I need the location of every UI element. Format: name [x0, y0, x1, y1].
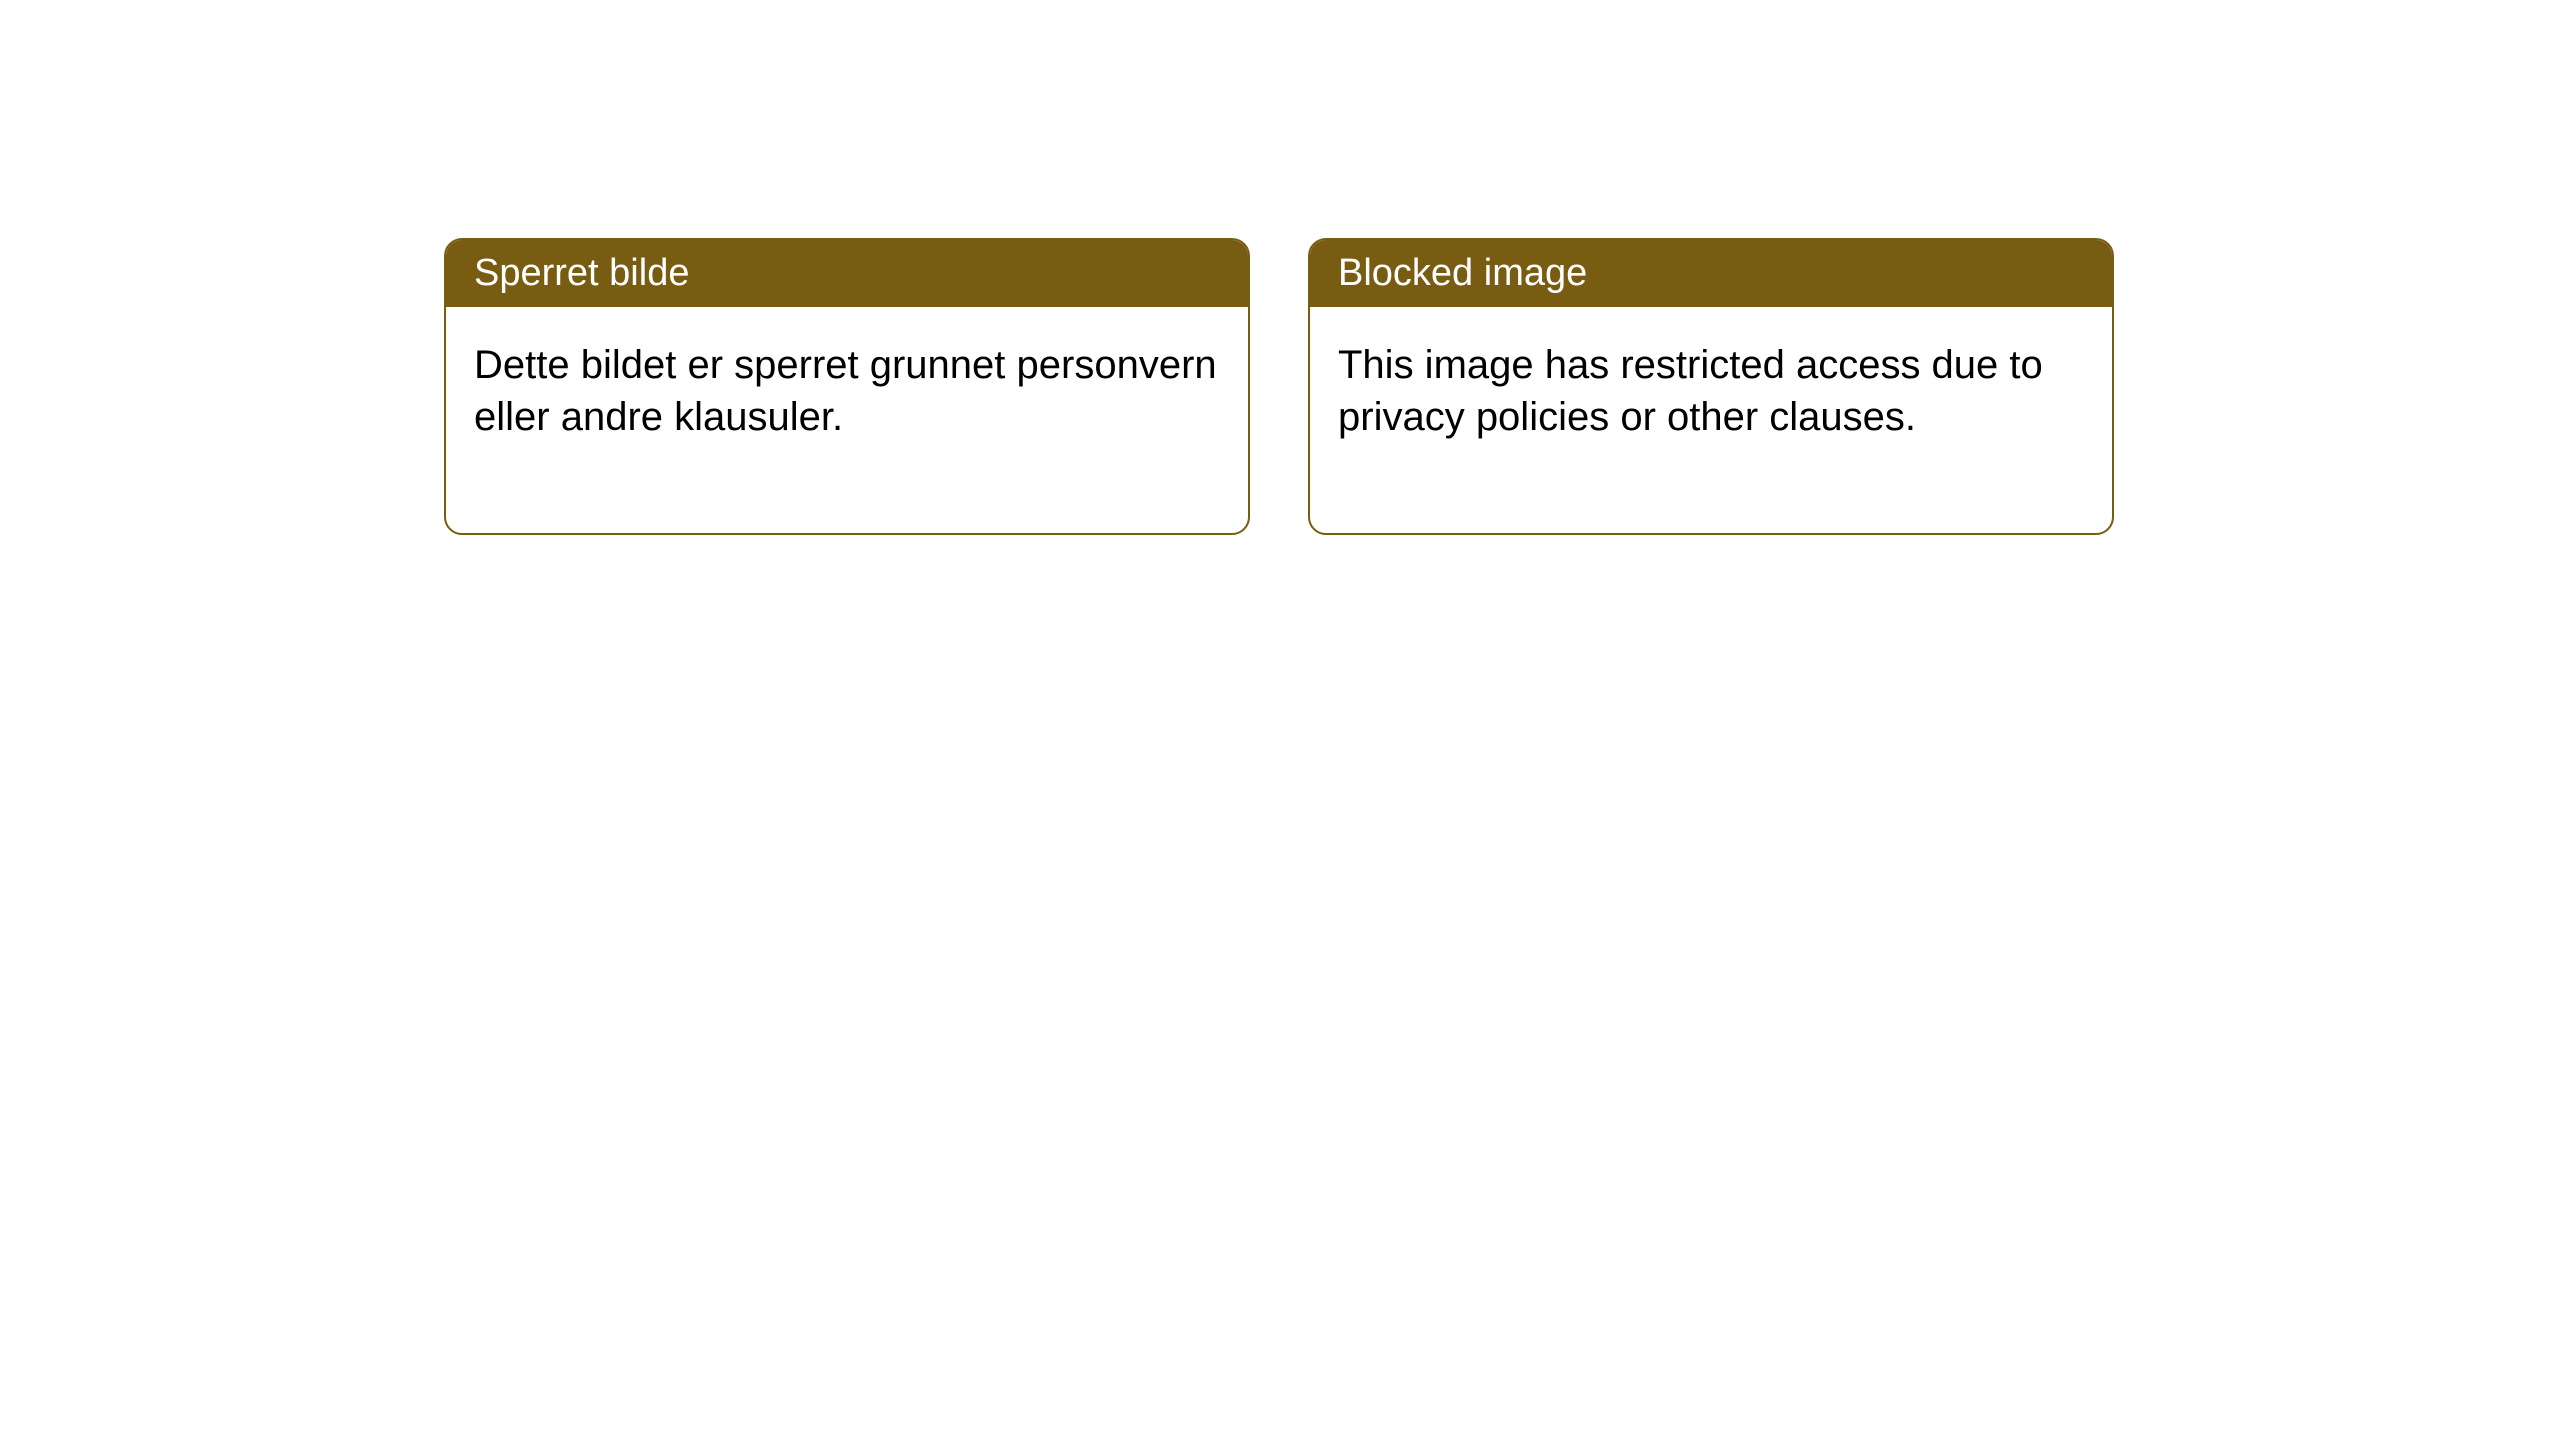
notice-body: This image has restricted access due to … [1310, 307, 2112, 533]
notice-body: Dette bildet er sperret grunnet personve… [446, 307, 1248, 533]
notice-container: Sperret bilde Dette bildet er sperret gr… [444, 238, 2114, 535]
notice-card-english: Blocked image This image has restricted … [1308, 238, 2114, 535]
notice-card-norwegian: Sperret bilde Dette bildet er sperret gr… [444, 238, 1250, 535]
notice-title: Sperret bilde [446, 240, 1248, 307]
notice-title: Blocked image [1310, 240, 2112, 307]
